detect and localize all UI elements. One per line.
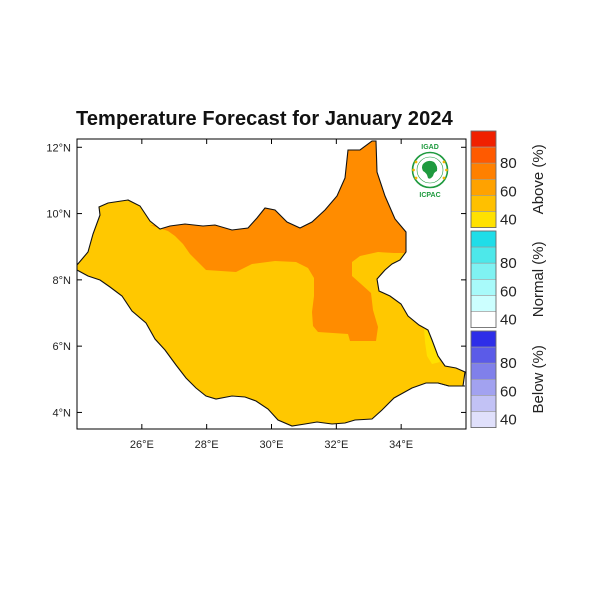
- colorbar-level-label: 80: [500, 355, 517, 372]
- x-tick-label: 34°E: [389, 439, 413, 451]
- colorbar-category-title: Normal (%): [530, 241, 547, 317]
- colorbar-swatch: [470, 130, 497, 148]
- colorbar-swatch: [470, 278, 497, 296]
- colorbar: 80 60 40 Above (%) 80 60 40 Normal (%) 80 60 40 Bel…: [470, 130, 547, 429]
- map-title: Temperature Forecast for January 2024: [76, 108, 453, 130]
- colorbar-swatch: [470, 146, 497, 164]
- colorbar-swatch: [470, 262, 497, 280]
- colorbar-swatch: [470, 295, 497, 312]
- colorbar-swatch: [470, 346, 497, 364]
- colorbar-block: 80 60 40 Below (%): [470, 330, 547, 429]
- logo-top-text: IGAD: [421, 144, 439, 151]
- above-normal-50-zone: [424, 328, 440, 364]
- colorbar-swatch: [470, 162, 497, 180]
- colorbar-swatch: [470, 195, 497, 212]
- y-tick-label: 12°N: [46, 142, 71, 154]
- colorbar-block-frame: [470, 130, 497, 228]
- colorbar-level-label: 40: [500, 212, 517, 229]
- colorbar-category-title: Below (%): [530, 345, 547, 413]
- colorbar-swatch: [470, 395, 497, 412]
- colorbar-swatch: [470, 362, 497, 380]
- icpac-logo: IGAD ICPAC: [411, 144, 449, 199]
- logo-bottom-text: ICPAC: [419, 192, 440, 199]
- y-tick-label: 8°N: [53, 275, 72, 287]
- colorbar-level-label: 60: [500, 283, 517, 300]
- colorbar-level-label: 80: [500, 255, 517, 272]
- colorbar-category-title: Above (%): [530, 144, 547, 214]
- colorbar-swatch: [470, 230, 497, 248]
- colorbar-swatch: [470, 246, 497, 264]
- above-normal-70-zone: [150, 141, 410, 341]
- y-axis: 4°N 6°N 8°N 10°N 12°N: [46, 142, 466, 419]
- colorbar-swatch: [470, 330, 497, 348]
- neighbor-border: [437, 382, 465, 387]
- colorbar-level-label: 40: [500, 412, 517, 429]
- colorbar-swatch: [470, 411, 497, 428]
- colorbar-block: 80 60 40 Normal (%): [470, 230, 547, 329]
- colorbar-swatch: [470, 378, 497, 396]
- colorbar-level-label: 60: [500, 383, 517, 400]
- colorbar-swatch: [470, 211, 497, 228]
- colorbar-block: 80 60 40 Above (%): [470, 130, 547, 229]
- x-axis: 26°E 28°E 30°E 32°E 34°E: [130, 139, 413, 451]
- x-tick-label: 32°E: [324, 439, 348, 451]
- x-tick-label: 30°E: [260, 439, 284, 451]
- colorbar-level-label: 60: [500, 183, 517, 200]
- colorbar-swatch: [470, 311, 497, 328]
- colorbar-block-frame: [470, 330, 497, 428]
- colorbar-block-frame: [470, 230, 497, 328]
- y-tick-label: 4°N: [53, 407, 72, 419]
- colorbar-level-label: 80: [500, 155, 517, 172]
- colorbar-level-label: 40: [500, 312, 517, 329]
- x-tick-label: 26°E: [130, 439, 154, 451]
- colorbar-swatch: [470, 179, 497, 196]
- y-tick-label: 10°N: [46, 209, 71, 221]
- x-tick-label: 28°E: [195, 439, 219, 451]
- y-tick-label: 6°N: [53, 341, 72, 353]
